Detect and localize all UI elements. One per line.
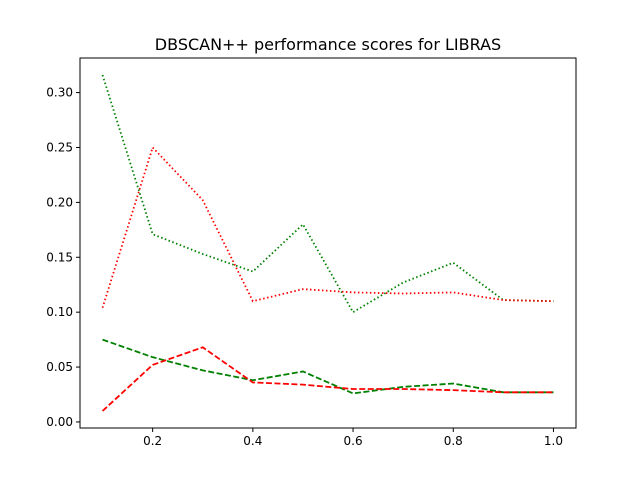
y-tick-label: 0.15	[46, 250, 73, 264]
y-tick-label: 0.10	[46, 305, 73, 319]
series-line-1	[101, 74, 554, 314]
x-tick-label: 0.8	[444, 434, 463, 448]
x-tick-label: 0.4	[243, 434, 262, 448]
x-tick-label: 1.0	[544, 434, 563, 448]
series-line-2	[101, 145, 554, 309]
x-axis-ticks: 0.2 0.4 0.6 0.8 1.0	[143, 428, 563, 448]
x-tick-label: 0.6	[344, 434, 363, 448]
y-tick-label: 0.25	[46, 140, 73, 154]
series-line-3	[102, 338, 554, 395]
x-tick-label: 0.2	[143, 434, 162, 448]
y-tick-label: 0.05	[46, 360, 73, 374]
series-line-4	[101, 346, 554, 412]
y-tick-label: 0.20	[46, 195, 73, 209]
y-tick-label: 0.00	[46, 415, 73, 429]
y-axis-ticks: 0.00 0.05 0.10 0.15 0.20 0.25 0.30	[46, 86, 80, 429]
y-tick-label: 0.30	[46, 86, 73, 100]
plot-area-frame	[79, 57, 577, 429]
plot-series	[101, 74, 554, 412]
chart-title: DBSCAN++ performance scores for LIBRAS	[155, 35, 501, 54]
